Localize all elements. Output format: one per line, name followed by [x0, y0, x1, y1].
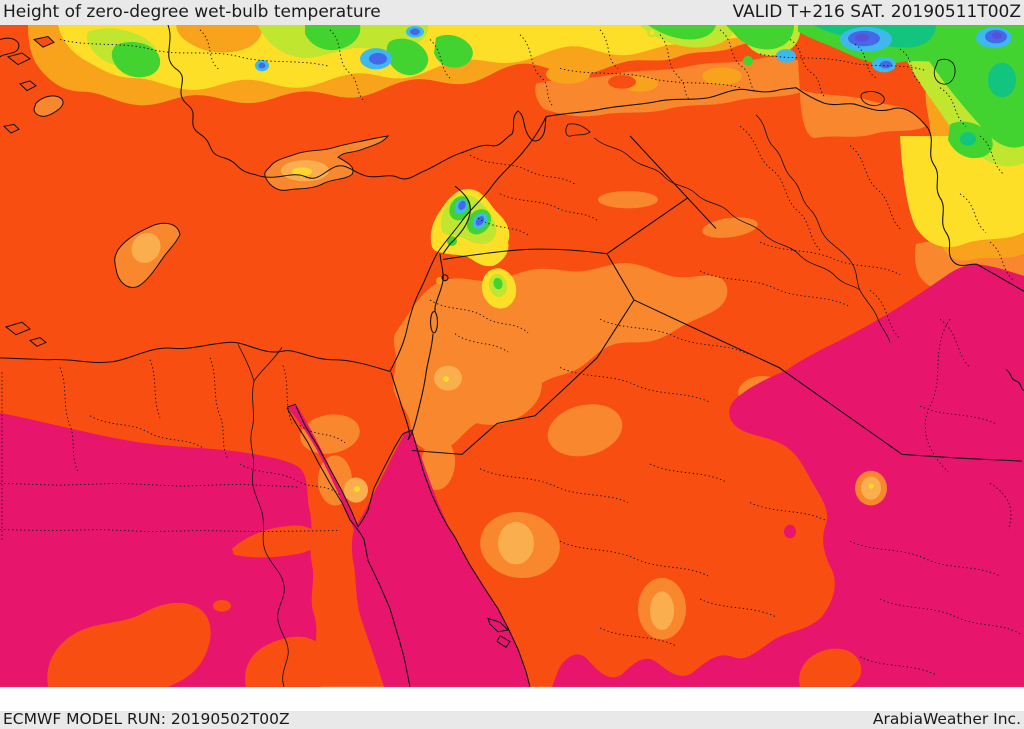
- coastlines: [0, 25, 1024, 688]
- magenta-region: [0, 264, 1024, 687]
- top-bar: Height of zero-degree wet-bulb temperatu…: [0, 0, 1024, 25]
- weather-map-canvas: [0, 25, 1024, 688]
- rivers: [237, 114, 891, 687]
- jordan-feature: [481, 268, 517, 309]
- lakes: [565, 58, 956, 137]
- brand-label: ArabiaWeather Inc.: [872, 710, 1021, 729]
- weather-map: [0, 25, 1024, 711]
- valid-time-label: VALID T+216 SAT. 20190511T00Z: [732, 2, 1021, 22]
- bottom-bar: ECMWF MODEL RUN: 20190502T00Z ArabiaWeat…: [0, 711, 1024, 729]
- country-borders: [390, 87, 1024, 462]
- model-run-label: ECMWF MODEL RUN: 20190502T00Z: [3, 710, 290, 729]
- admin-borders: [0, 29, 1021, 675]
- lebanon-feature: [430, 188, 510, 285]
- page-title: Height of zero-degree wet-bulb temperatu…: [3, 2, 381, 22]
- contour-fills: [0, 25, 1024, 687]
